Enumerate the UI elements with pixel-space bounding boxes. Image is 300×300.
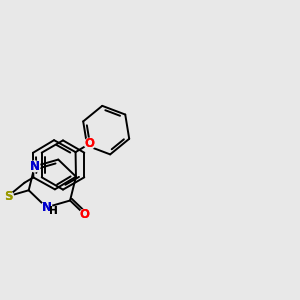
Text: N: N bbox=[41, 201, 51, 214]
Text: S: S bbox=[4, 190, 12, 203]
Text: H: H bbox=[49, 206, 57, 216]
Circle shape bbox=[41, 202, 52, 213]
Circle shape bbox=[84, 138, 95, 149]
Text: O: O bbox=[80, 208, 90, 221]
Text: N: N bbox=[30, 160, 40, 173]
Text: O: O bbox=[80, 208, 90, 221]
Text: O: O bbox=[85, 137, 95, 150]
Text: O: O bbox=[85, 137, 95, 150]
Text: N: N bbox=[30, 160, 40, 173]
Text: N: N bbox=[41, 201, 51, 214]
Text: H: H bbox=[49, 206, 57, 216]
Circle shape bbox=[29, 161, 40, 172]
Circle shape bbox=[80, 209, 90, 220]
Circle shape bbox=[3, 191, 13, 202]
Text: S: S bbox=[4, 190, 12, 203]
